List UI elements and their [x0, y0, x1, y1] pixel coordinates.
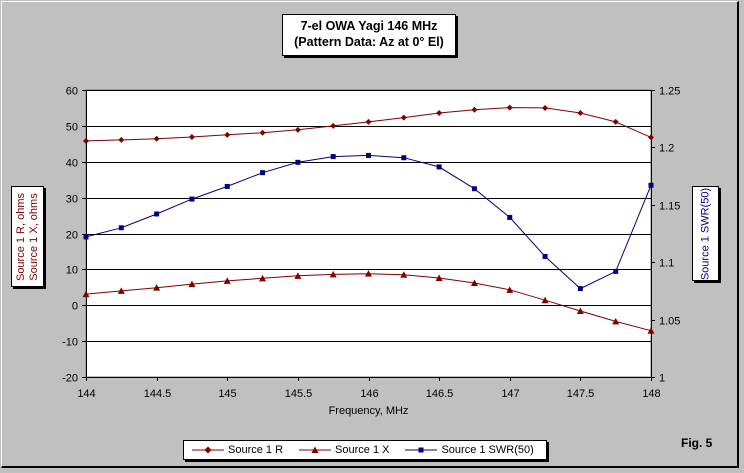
left-tick-label: 30 — [66, 194, 78, 206]
x-tick-label: 144.5 — [144, 388, 172, 400]
point-marker-x — [506, 286, 514, 293]
legend-marker-diamond — [192, 446, 224, 454]
legend-marker-square — [405, 447, 438, 453]
x-tick-label: 146.5 — [426, 388, 454, 400]
point-marker-x — [576, 307, 584, 314]
left-tick-label: 60 — [66, 86, 78, 98]
point-marker-x — [188, 280, 196, 288]
point-marker-x — [117, 287, 125, 294]
point-marker-swr — [224, 183, 230, 189]
point-marker-swr — [83, 234, 89, 240]
x-tick-label: 145 — [218, 388, 236, 400]
legend-item-x: Source 1 X — [299, 444, 389, 456]
point-marker-swr — [648, 182, 654, 188]
point-marker-x — [612, 317, 620, 325]
right-tick-label: 1 — [659, 373, 665, 385]
point-marker-swr — [542, 253, 548, 259]
chart-title-box: 7-el OWA Yagi 146 MHz (Pattern Data: Az … — [282, 14, 456, 56]
left-tick-label: 20 — [66, 230, 78, 242]
point-marker-r — [436, 109, 443, 116]
left-axis-label-box: Source 1 R, ohms Source 1 X, ohms — [11, 186, 44, 287]
point-marker-r — [188, 133, 195, 140]
point-marker-x — [647, 327, 655, 334]
x-tick-label: 146 — [360, 388, 378, 400]
point-marker-x — [82, 290, 90, 298]
x-tick-label: 147 — [501, 388, 519, 400]
right-tick-label: 1.2 — [659, 143, 674, 155]
point-marker-r — [648, 134, 654, 141]
point-marker-x — [470, 279, 478, 287]
point-marker-r — [153, 135, 160, 142]
point-marker-x — [153, 284, 161, 291]
point-marker-r — [294, 126, 301, 133]
point-marker-r — [224, 131, 231, 138]
point-marker-x — [294, 272, 302, 279]
point-marker-r — [83, 137, 89, 144]
point-marker-x — [435, 274, 443, 281]
point-marker-r — [400, 114, 407, 121]
legend-label-x: Source 1 X — [335, 444, 390, 456]
legend-label-r: Source 1 R — [228, 444, 284, 456]
point-marker-x — [223, 277, 231, 284]
point-marker-r — [365, 118, 372, 125]
left-tick-label: 10 — [66, 265, 78, 277]
legend: Source 1 R Source 1 X Source 1 SWR(50) — [183, 440, 547, 460]
chart-title: 7-el OWA Yagi 146 MHz — [300, 19, 438, 33]
legend-marker-triangle — [299, 446, 332, 453]
point-marker-swr — [154, 211, 160, 217]
point-marker-x — [259, 274, 267, 282]
point-marker-swr — [613, 268, 619, 274]
point-marker-x — [329, 270, 337, 278]
left-tick-label: 0 — [72, 301, 78, 313]
point-marker-swr — [118, 225, 124, 231]
x-tick-label: 148 — [642, 388, 660, 400]
point-marker-swr — [471, 186, 477, 192]
point-marker-r — [506, 104, 513, 111]
point-marker-r — [542, 104, 549, 111]
right-tick-label: 1.25 — [659, 86, 680, 98]
point-marker-r — [577, 109, 584, 116]
point-marker-x — [541, 296, 549, 304]
right-tick-label: 1.1 — [659, 258, 674, 270]
point-marker-r — [612, 118, 619, 125]
point-marker-x — [400, 271, 408, 278]
point-marker-swr — [507, 214, 513, 220]
left-tick-label: 50 — [66, 122, 78, 134]
legend-item-r: Source 1 R — [192, 444, 283, 456]
point-marker-swr — [189, 196, 195, 202]
point-marker-x — [365, 270, 372, 277]
right-tick-label: 1.05 — [659, 316, 680, 328]
plot-area — [85, 89, 652, 378]
point-marker-r — [471, 106, 478, 113]
left-tick-label: -10 — [62, 337, 78, 349]
point-marker-swr — [366, 152, 371, 158]
x-tick-label: 147.5 — [567, 388, 595, 400]
point-marker-swr — [436, 164, 442, 170]
point-marker-swr — [330, 154, 336, 160]
x-tick-label: 144 — [77, 388, 95, 400]
point-marker-swr — [260, 170, 266, 176]
point-marker-swr — [577, 286, 583, 292]
right-tick-label: 1.15 — [659, 201, 680, 213]
point-marker-swr — [401, 155, 407, 161]
right-axis-label-box: Source 1 SWR(50) — [692, 186, 719, 281]
chart-subtitle: (Pattern Data: Az at 0° El) — [294, 35, 444, 49]
point-marker-r — [118, 136, 125, 143]
x-tick-label: 145.5 — [285, 388, 313, 400]
left-tick-label: 40 — [66, 158, 78, 170]
x-axis-label: Frequency, MHz — [329, 405, 409, 417]
point-marker-r — [330, 122, 337, 129]
figure-label: Fig. 5 — [681, 436, 713, 450]
legend-item-swr: Source 1 SWR(50) — [405, 444, 534, 456]
point-marker-swr — [295, 159, 301, 165]
point-marker-r — [259, 129, 266, 136]
left-tick-label: -20 — [62, 373, 78, 385]
legend-label-swr: Source 1 SWR(50) — [441, 444, 534, 456]
